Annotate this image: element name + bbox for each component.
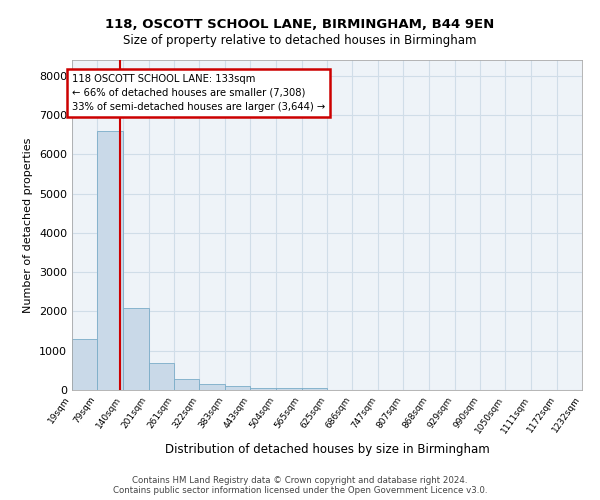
Y-axis label: Number of detached properties: Number of detached properties — [23, 138, 34, 312]
Bar — [225, 386, 250, 390]
Bar — [97, 130, 123, 390]
Text: 118 OSCOTT SCHOOL LANE: 133sqm
← 66% of detached houses are smaller (7,308)
33% : 118 OSCOTT SCHOOL LANE: 133sqm ← 66% of … — [72, 74, 325, 112]
Bar — [174, 379, 199, 390]
Bar — [149, 364, 174, 390]
Bar — [250, 388, 276, 390]
Bar — [276, 388, 302, 390]
Bar — [123, 308, 149, 390]
Bar — [72, 339, 97, 390]
Bar — [199, 384, 225, 390]
Bar — [302, 388, 327, 390]
Text: 118, OSCOTT SCHOOL LANE, BIRMINGHAM, B44 9EN: 118, OSCOTT SCHOOL LANE, BIRMINGHAM, B44… — [106, 18, 494, 30]
Text: Size of property relative to detached houses in Birmingham: Size of property relative to detached ho… — [123, 34, 477, 47]
X-axis label: Distribution of detached houses by size in Birmingham: Distribution of detached houses by size … — [164, 443, 490, 456]
Text: Contains HM Land Registry data © Crown copyright and database right 2024.
Contai: Contains HM Land Registry data © Crown c… — [113, 476, 487, 495]
